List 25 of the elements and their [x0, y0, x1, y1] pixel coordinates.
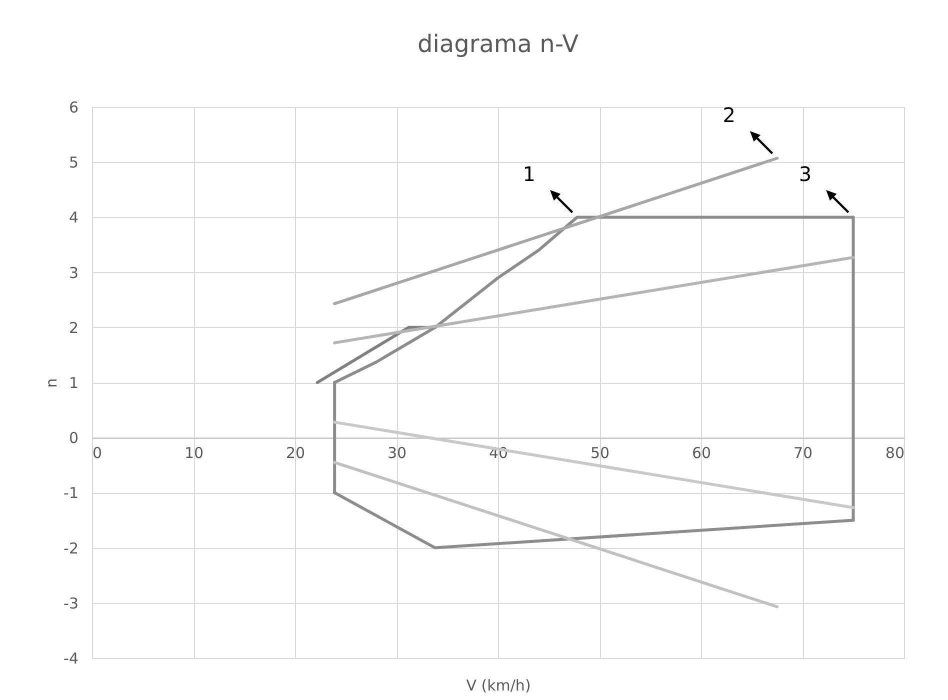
y-tick-label: 1 [68, 374, 78, 392]
x-tick-label: 80 [885, 444, 904, 462]
annotation: 1 [522, 162, 536, 186]
y-tick-label: 6 [68, 98, 78, 116]
y-tick-label: -3 [64, 594, 78, 612]
annotation: 2 [722, 103, 736, 128]
x-tick-label: 20 [286, 444, 306, 462]
x-tick-label: 70 [793, 444, 813, 462]
y-tick-label: 0 [68, 429, 78, 448]
chart-title: diagrama n-V [417, 30, 580, 58]
y-tick-label: -1 [64, 484, 78, 502]
y-tick-label: -4 [64, 650, 78, 668]
y-axis-title: n [42, 378, 61, 388]
x-axis-title: V (km/h) [466, 676, 531, 694]
x-tick-label: 50 [590, 444, 610, 462]
x-tick-label: 10 [184, 444, 204, 462]
x-tick-label: 30 [387, 444, 407, 462]
y-tick-label: -2 [64, 539, 78, 558]
y-tick-label: 4 [68, 208, 78, 227]
y-tick-label: 3 [68, 264, 78, 282]
x-tick-label: 60 [692, 444, 712, 462]
x-tick-label: 0 [92, 444, 102, 462]
y-tick-label: 2 [68, 318, 78, 337]
annotation: 3 [798, 162, 812, 186]
y-tick-label: 5 [68, 154, 78, 172]
